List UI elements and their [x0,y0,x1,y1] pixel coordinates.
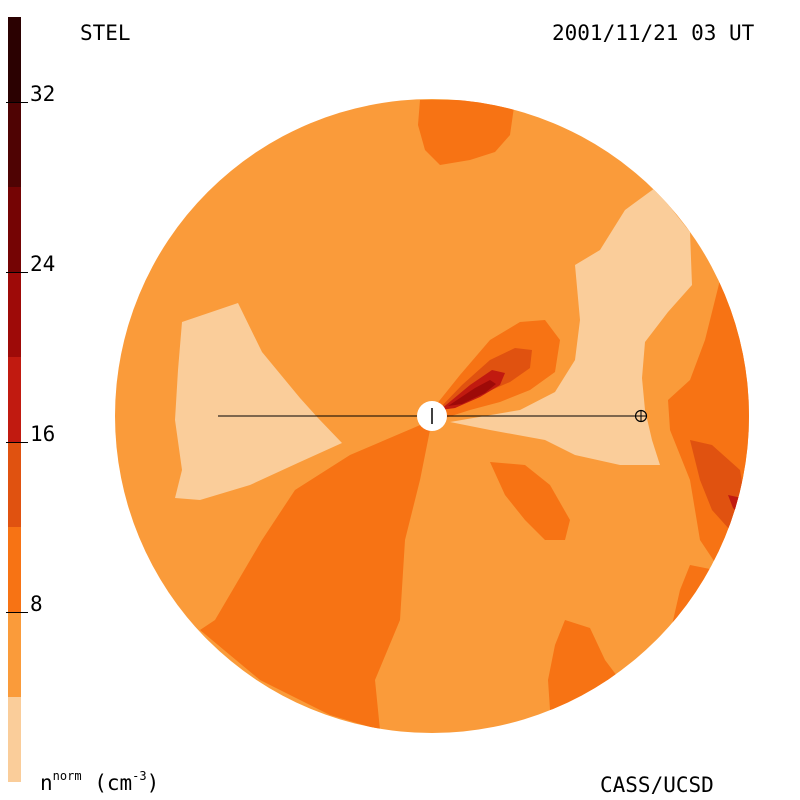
unit-exponent: -3 [132,769,147,783]
colorbar-tick-8 [6,612,28,613]
top-density-region [418,100,515,165]
colorbar-tick-32 [6,102,28,103]
colorbar-segment [8,187,21,272]
colorbar-label-24: 24 [30,252,56,276]
colorbar [8,17,21,782]
unit-superscript: norm [52,769,82,783]
colorbar-segment [8,102,21,187]
colorbar-label-8: 8 [30,592,43,616]
unit-paren: (cm [94,771,133,795]
left-low-density-region [175,303,342,500]
sun-marker [417,401,447,431]
colorbar-segment [8,17,21,102]
colorbar-segment [8,527,21,612]
earth-marker [634,409,648,423]
right-low-density-region [450,188,692,465]
colorbar-label-16: 16 [30,422,56,446]
colorbar-segment [8,357,21,442]
colorbar-segment [8,442,21,527]
colorbar-tick-16 [6,442,28,443]
colorbar-tick-24 [6,272,28,273]
lower-left-density-wedge [200,420,432,730]
colorbar-segment [8,612,21,697]
unit-close: ) [146,771,160,795]
central-jet-max [448,380,496,406]
unit-label: nnorm (cm-3) [40,769,160,795]
unit-symbol: n [40,771,53,795]
colorbar-label-32: 32 [30,82,56,106]
timestamp-label: 2001/11/21 03 UT [552,21,755,45]
right-edge-high-density [690,440,745,530]
colorbar-segment [8,697,21,782]
colorbar-segment [8,272,21,357]
credit-label: CASS/UCSD [600,773,714,797]
observatory-label: STEL [80,21,131,45]
lower-middle-density-region [490,462,570,540]
